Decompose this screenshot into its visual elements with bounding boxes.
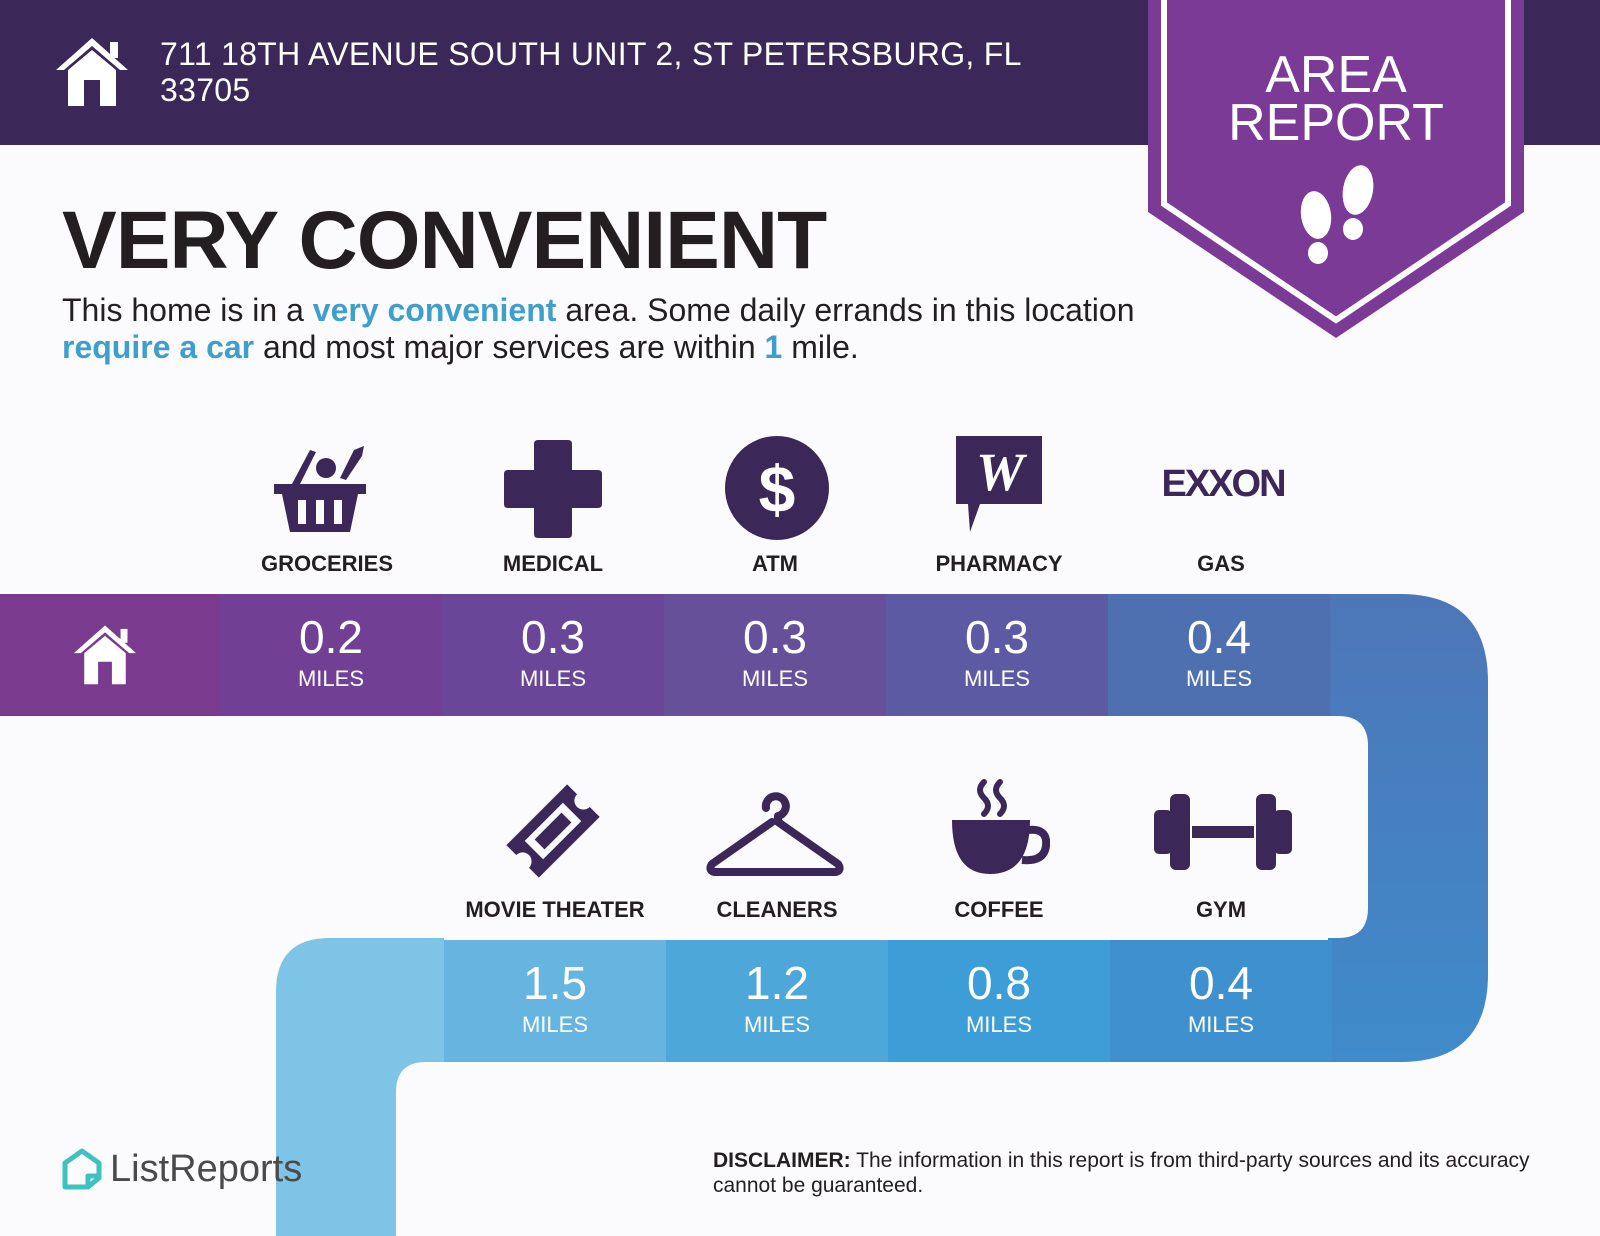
distance-unit: MILES — [963, 666, 1031, 691]
distance-unit: MILES — [1185, 666, 1253, 691]
distance-value: 1.2 — [745, 957, 809, 1009]
distance-unit: MILES — [743, 1012, 811, 1037]
gas-logo-icon: EXXON — [1161, 463, 1286, 505]
disclaimer-label: DISCLAIMER: — [713, 1149, 851, 1172]
badge-line1: AREA — [1265, 46, 1407, 104]
distance-unit: MILES — [1187, 1012, 1255, 1037]
category-label: GROCERIES — [260, 551, 394, 576]
hanger-icon — [706, 792, 844, 876]
category-label: ATM — [751, 551, 799, 576]
gas-logo-text: EXXON — [1161, 463, 1284, 505]
distance-value: 1.5 — [523, 957, 587, 1009]
coffee-cup-icon — [952, 779, 1050, 874]
distance-unit: MILES — [519, 666, 587, 691]
home-start-cell — [0, 594, 220, 716]
svg-text:$: $ — [759, 452, 796, 526]
disclaimer: DISCLAIMER: The information in this repo… — [713, 1148, 1543, 1198]
home-icon — [56, 38, 128, 106]
dumbbell-icon — [1154, 794, 1292, 870]
distance-unit: MILES — [965, 1012, 1033, 1037]
distance-unit: MILES — [521, 1012, 589, 1037]
pharmacy-logo-icon: W — [956, 436, 1042, 532]
distance-cell-pharmacy: 0.3 MILES — [886, 594, 1108, 716]
desc-highlight: require a car — [62, 329, 255, 365]
address-line2: 33705 — [160, 72, 251, 108]
desc-text: mile. — [782, 329, 859, 365]
distance-unit: MILES — [297, 666, 365, 691]
desc-text: This home is in a — [62, 292, 313, 328]
category-label: COFFEE — [954, 897, 1044, 922]
distance-cell-cleaners: 1.2 MILES — [666, 940, 888, 1062]
badge-line2: REPORT — [1228, 94, 1444, 152]
distance-value: 0.3 — [743, 611, 807, 663]
address-line1: 711 18TH AVENUE SOUTH UNIT 2, ST PETERSB… — [160, 36, 1022, 72]
distance-value: 0.4 — [1187, 611, 1251, 663]
distance-value: 0.2 — [299, 611, 363, 663]
home-icon — [73, 625, 137, 685]
desc-highlight: very convenient — [312, 292, 557, 328]
category-label: GYM — [1195, 897, 1247, 922]
grocery-basket-icon — [274, 446, 366, 532]
category-label: PHARMACY — [935, 551, 1063, 576]
desc-text: and most major services are within — [254, 329, 765, 365]
row1-connector — [1330, 594, 1332, 716]
dollar-icon: $ — [725, 436, 829, 540]
pharmacy-logo-text: W — [976, 442, 1028, 502]
distance-value: 0.3 — [965, 611, 1029, 663]
convenience-description: This home is in a very convenient area. … — [62, 292, 1142, 366]
listreports-brand: ListReports — [110, 1148, 303, 1190]
distance-cell-atm: 0.3 MILES — [664, 594, 886, 716]
distance-cell-groceries: 0.2 MILES — [220, 594, 442, 716]
distance-cell-gas: 0.4 MILES — [1108, 594, 1330, 716]
distance-value: 0.3 — [521, 611, 585, 663]
distance-value: 0.8 — [967, 957, 1031, 1009]
distance-cell-coffee: 0.8 MILES — [888, 940, 1110, 1062]
medical-cross-icon — [504, 440, 602, 538]
distance-cell-gym: 0.4 MILES — [1110, 940, 1332, 1062]
category-label: CLEANERS — [716, 897, 838, 922]
desc-highlight: 1 — [764, 329, 783, 365]
disclaimer-text: The information in this report is from t… — [713, 1149, 1530, 1197]
distance-cell-movie-theater: 1.5 MILES — [444, 940, 666, 1062]
distance-cell-medical: 0.3 MILES — [442, 594, 664, 716]
category-label: MEDICAL — [502, 551, 604, 576]
desc-text: area. Some daily errands in this locatio… — [556, 292, 1135, 328]
category-label: MOVIE THEATER — [465, 897, 645, 922]
area-report-badge — [1148, 0, 1524, 338]
listreports-logo-icon — [62, 1148, 102, 1190]
footprints-icon — [1300, 165, 1374, 264]
category-label: GAS — [1197, 551, 1245, 576]
distance-value: 0.4 — [1189, 957, 1253, 1009]
property-address: 711 18TH AVENUE SOUTH UNIT 2, ST PETERSB… — [160, 36, 1060, 108]
ticket-icon — [506, 784, 600, 878]
distance-unit: MILES — [741, 666, 809, 691]
convenience-headline: VERY CONVENIENT — [62, 195, 827, 286]
